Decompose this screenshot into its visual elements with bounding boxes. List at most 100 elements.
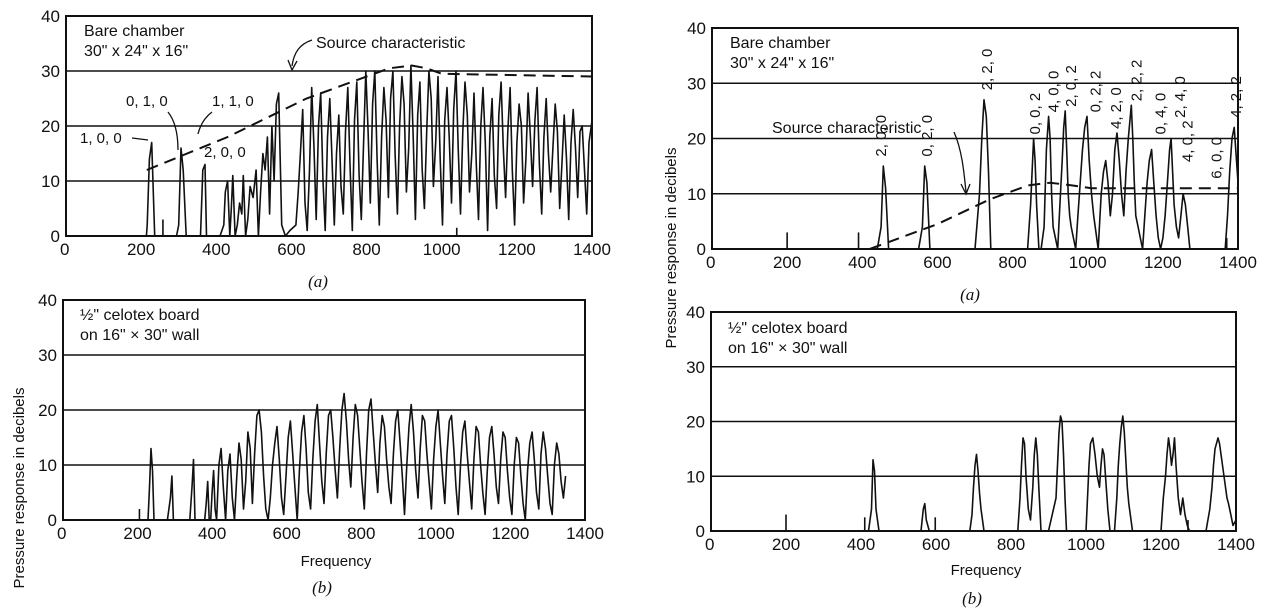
x-tick-label: 1400 <box>573 240 611 259</box>
mode-label: 0, 0, 2 <box>1027 93 1044 135</box>
panel-annotation-line: ½" celotex board <box>728 320 848 337</box>
mode-pointer <box>197 111 213 135</box>
mode-label: 4, 2, 2 <box>1228 76 1245 118</box>
mode-label: 6, 0, 0 <box>1209 137 1226 179</box>
x-tick-label: 1400 <box>1217 535 1255 554</box>
panel-annotation-line: Bare chamber <box>84 23 185 40</box>
x-tick-label: 0 <box>57 524 66 543</box>
x-tick-label: 800 <box>998 253 1026 272</box>
x-tick-label: 600 <box>922 535 950 554</box>
panel-annotation-line: 30" x 24" x 16" <box>730 55 834 72</box>
y-tick-label: 40 <box>686 303 705 322</box>
panel-annotation-line: on 16" × 30" wall <box>80 327 199 344</box>
x-tick-label: 600 <box>273 524 301 543</box>
x-tick-label: 200 <box>123 524 151 543</box>
x-tick-label: 1000 <box>1069 253 1107 272</box>
y-tick-label: 10 <box>41 172 60 191</box>
y-tick-label: 20 <box>41 117 60 136</box>
mode-label: 4, 2, 0 <box>1108 87 1125 129</box>
x-tick-label: 1200 <box>498 240 536 259</box>
mode-label: 2, 0, 0 <box>873 115 890 157</box>
source-characteristic-arrowhead <box>287 59 298 72</box>
x-tick-label: 1200 <box>1142 535 1180 554</box>
panel-right-a: 0 200 400 600 800 1000 1200 1400 0 10 20 30 40 Bare c… <box>687 19 1257 304</box>
mode-pointer <box>131 137 149 141</box>
mode-pointer <box>167 111 179 151</box>
y-tick-label: 0 <box>48 511 57 530</box>
response-trace <box>787 99 1239 250</box>
panel-caption: (a) <box>308 272 328 291</box>
panel-caption: (b) <box>962 589 982 608</box>
x-tick-label: 200 <box>772 535 800 554</box>
mode-label: 4, 0, 0 <box>1046 71 1063 113</box>
panel-annotation-line: 30" x 24" x 16" <box>84 43 188 60</box>
x-tick-label: 800 <box>347 524 375 543</box>
y-tick-label: 20 <box>38 401 57 420</box>
mode-label: 0, 2, 2 <box>1088 71 1105 113</box>
x-tick-label: 1000 <box>417 524 455 543</box>
x-tick-label: 200 <box>127 240 155 259</box>
x-axis-label-left: Frequency <box>301 553 372 570</box>
mode-label: 1, 0, 0 <box>80 130 122 147</box>
x-tick-label: 1400 <box>566 524 604 543</box>
source-characteristic-pointer <box>291 39 313 67</box>
plot-frame <box>710 311 1237 532</box>
y-tick-label: 30 <box>41 62 60 81</box>
panel-right-b: 0 200 400 600 800 1000 1200 1400 0 10 20 30 40 ½" cel… <box>686 303 1255 608</box>
y-tick-label: 20 <box>686 413 705 432</box>
y-tick-label: 10 <box>38 456 57 475</box>
y-tick-label: 30 <box>687 74 706 93</box>
y-axis-label-right: Pressure response in decibels <box>663 148 680 349</box>
panel-caption: (a) <box>960 285 980 304</box>
y-tick-label: 10 <box>687 185 706 204</box>
panel-left-a: 0 200 400 600 800 1000 1200 1400 0 10 20 30 40 Bare c… <box>41 7 611 291</box>
x-tick-label: 1400 <box>1219 253 1257 272</box>
x-tick-label: 600 <box>277 240 305 259</box>
x-axis-label-right: Frequency <box>951 562 1022 579</box>
y-tick-label: 0 <box>696 522 705 541</box>
mode-label: 0, 1, 0 <box>126 93 168 110</box>
y-tick-label: 0 <box>51 227 60 246</box>
source-characteristic-curve <box>869 181 1238 250</box>
x-tick-label: 1000 <box>423 240 461 259</box>
mode-label: 2, 0, 2 <box>1063 65 1080 107</box>
x-tick-label: 400 <box>847 535 875 554</box>
mode-label: 0, 2, 0 <box>919 115 936 157</box>
y-tick-label: 30 <box>38 346 57 365</box>
x-tick-label: 400 <box>848 253 876 272</box>
panel-annotation-line: Bare chamber <box>730 35 831 52</box>
plot-frame <box>62 299 586 521</box>
response-trace <box>141 64 593 237</box>
mode-label: 2, 4, 0 <box>1172 76 1189 118</box>
x-tick-label: 0 <box>60 240 69 259</box>
x-tick-label: 0 <box>705 535 714 554</box>
y-axis-label-left: Pressure response in decibels <box>11 388 28 589</box>
y-tick-label: 40 <box>41 7 60 26</box>
x-tick-label: 800 <box>352 240 380 259</box>
x-tick-label: 800 <box>997 535 1025 554</box>
mode-label: 2, 2, 2 <box>1128 60 1145 102</box>
y-tick-label: 10 <box>686 467 705 486</box>
x-tick-label: 0 <box>706 253 715 272</box>
mode-label: 1, 1, 0 <box>212 93 254 110</box>
source-characteristic-pointer <box>953 131 967 193</box>
source-characteristic-label: Source characteristic <box>772 120 921 137</box>
mode-label: 2, 0, 0 <box>204 144 246 161</box>
source-characteristic-label: Source characteristic <box>316 35 465 52</box>
y-tick-label: 40 <box>38 291 57 310</box>
source-characteristic-arrowhead <box>960 183 971 196</box>
panel-annotation-line: ½" celotex board <box>80 307 200 324</box>
response-trace <box>137 392 567 521</box>
y-tick-label: 30 <box>686 358 705 377</box>
x-tick-label: 1200 <box>1144 253 1182 272</box>
response-trace <box>786 415 1237 532</box>
mode-label: 4, 0, 2 <box>1179 120 1196 162</box>
mode-label: 0, 4, 0 <box>1152 93 1169 135</box>
y-tick-label: 40 <box>687 19 706 38</box>
x-tick-label: 200 <box>773 253 801 272</box>
y-tick-label: 20 <box>687 130 706 149</box>
panel-annotation-line: on 16" × 30" wall <box>728 340 847 357</box>
x-tick-label: 400 <box>198 524 226 543</box>
x-tick-label: 1000 <box>1067 535 1105 554</box>
